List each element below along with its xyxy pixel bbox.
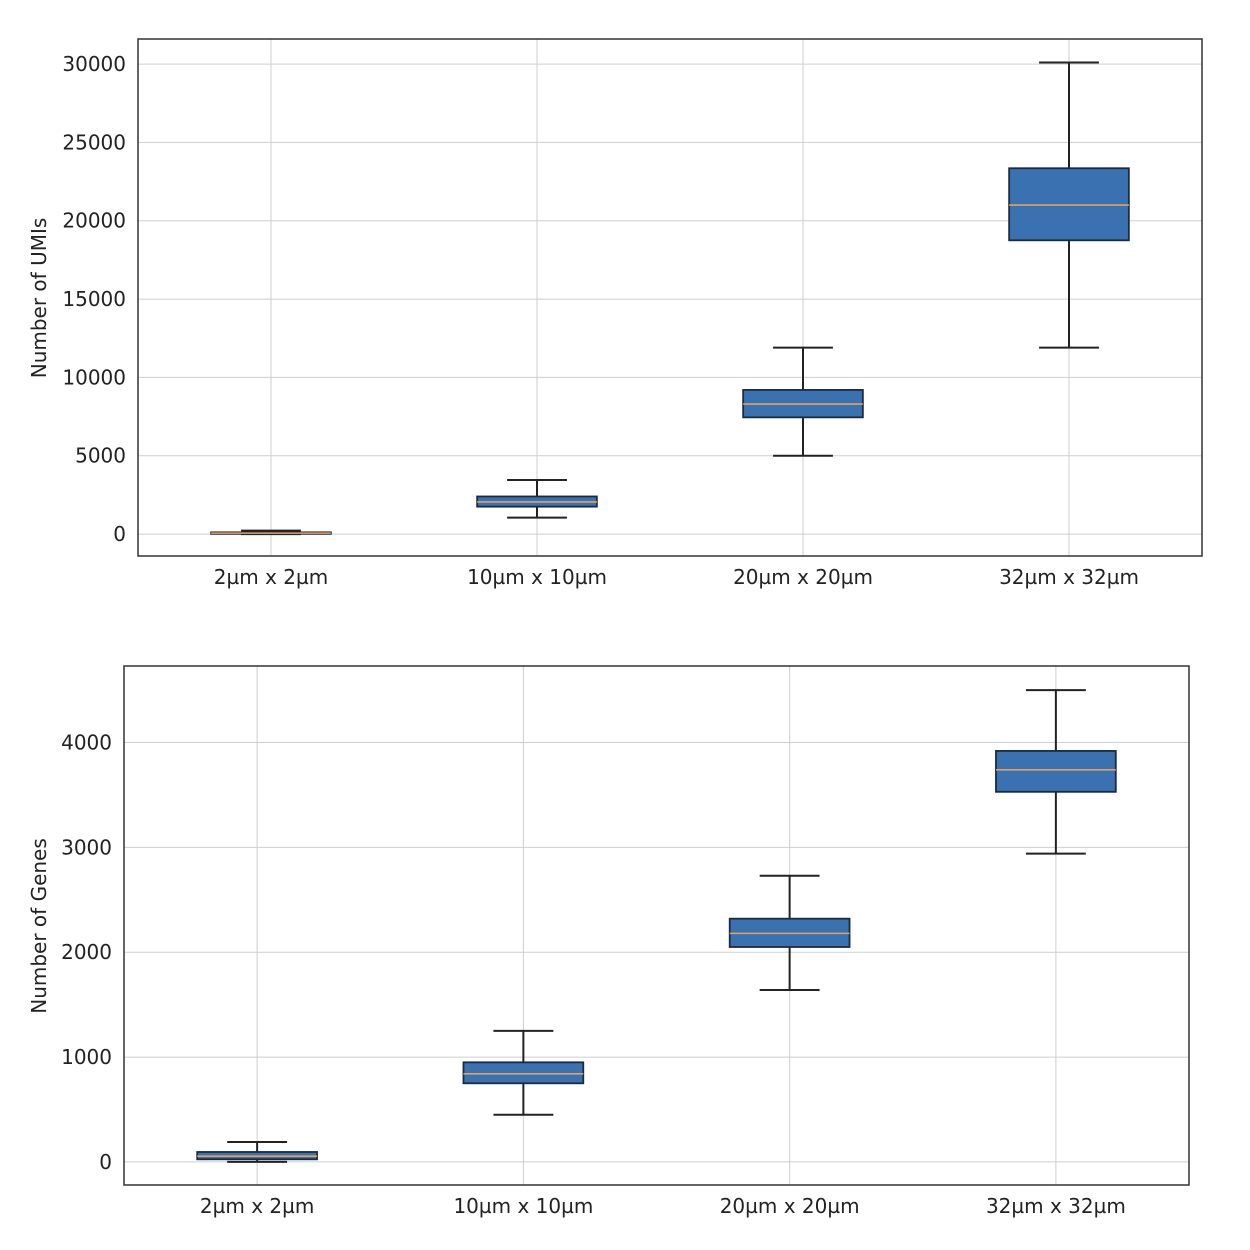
y-tick-label: 4000 [61,731,112,755]
boxplot-3 [1008,61,1130,349]
umi-boxplot-chart: 0 5000 10000 15000 20000 25000 30000 2µm x 2µm 1… [27,38,1203,589]
boxplot-0 [210,529,332,536]
boxplot-2 [728,874,851,991]
y-tick-label: 15000 [62,287,126,311]
y-tick-label: 1000 [61,1045,112,1069]
x-tick-label: 32µm x 32µm [986,1194,1126,1218]
plot-frame [123,665,1190,1186]
y-tick-label: 30000 [62,52,126,76]
y-tick-label: 3000 [61,835,112,859]
x-tick-label: 20µm x 20µm [733,565,873,589]
boxplot-1 [462,1029,585,1116]
x-tick-label: 10µm x 10µm [453,1194,593,1218]
x-tick-label: 20µm x 20µm [720,1194,860,1218]
y-tick-label: 10000 [62,365,126,389]
y-tick-label: 25000 [62,130,126,154]
y-axis-label: Number of Genes [27,838,51,1014]
boxplot-0 [196,1141,318,1163]
boxplot-2 [742,346,864,457]
x-tick-label: 2µm x 2µm [200,1194,314,1218]
y-tick-label: 0 [113,522,126,546]
plot-frame [137,38,1203,557]
y-tick-label: 5000 [75,444,126,468]
y-tick-label: 0 [99,1150,112,1174]
iqr-box [995,750,1117,793]
x-tick-label: 10µm x 10µm [467,565,607,589]
x-tick-label: 32µm x 32µm [999,565,1139,589]
boxplot-3 [995,689,1117,855]
y-tick-label: 20000 [62,209,126,233]
y-tick-label: 2000 [61,940,112,964]
genes-boxplot-chart: 0 1000 2000 3000 4000 2µm x 2µm 10µm x 10µm 20µ… [27,665,1190,1218]
iqr-box [462,1061,585,1085]
boxplot-1 [476,479,598,519]
y-axis-label: Number of UMIs [27,218,51,379]
x-tick-label: 2µm x 2µm [214,565,328,589]
